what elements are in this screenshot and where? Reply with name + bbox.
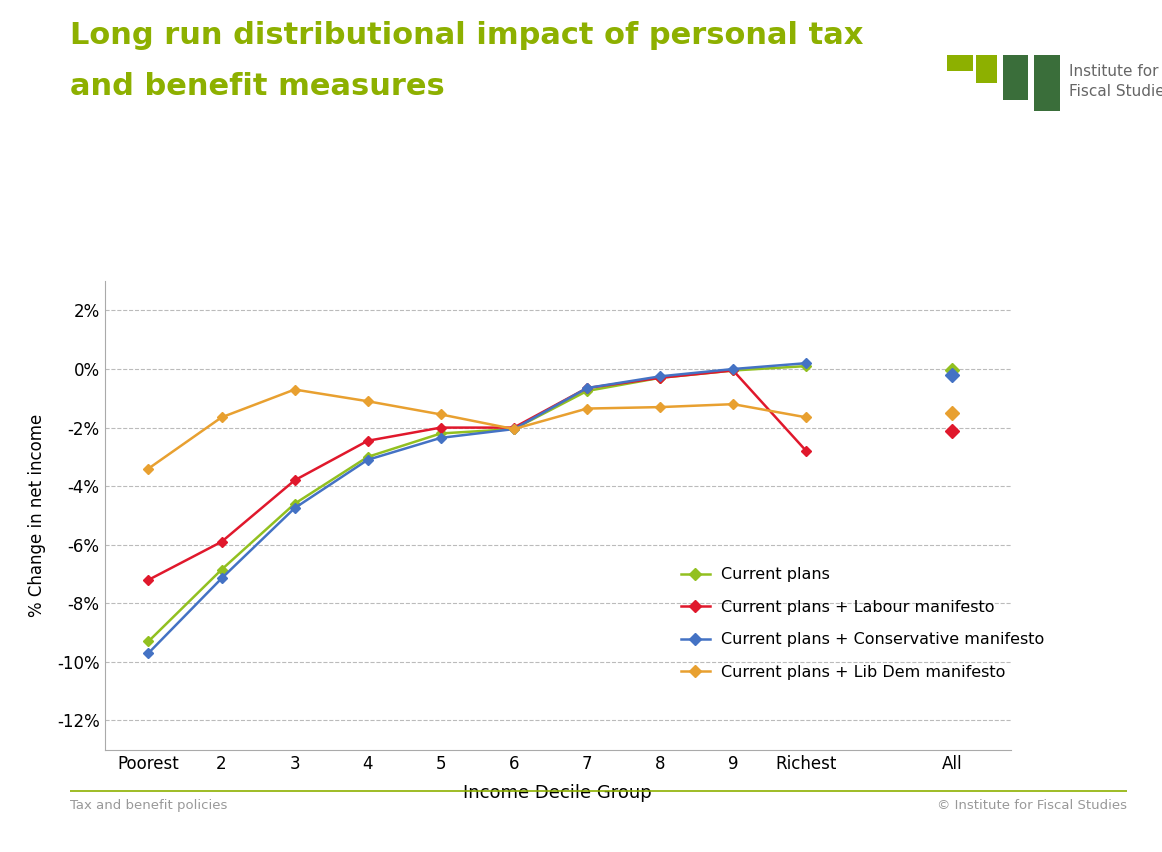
Current plans + Conservative manifesto [507,424,521,435]
Current plans + Labour manifesto [288,475,302,486]
Current plans + Lib Dem manifesto [799,412,813,423]
Current plans [142,636,156,647]
Current plans + Labour manifesto [580,383,594,393]
Current plans [580,386,594,396]
Current plans + Labour manifesto [360,435,374,446]
Current plans [799,361,813,371]
Current plans + Conservative manifesto [142,648,156,659]
Current plans [360,452,374,462]
X-axis label: Income Decile Group: Income Decile Group [464,784,652,802]
Current plans [653,372,667,383]
Current plans + Lib Dem manifesto [433,409,447,419]
Current plans + Conservative manifesto [360,455,374,465]
Current plans [507,424,521,435]
Current plans [433,429,447,439]
Y-axis label: % Change in net income: % Change in net income [28,414,45,617]
Current plans + Lib Dem manifesto [507,424,521,435]
Current plans + Lib Dem manifesto [215,412,229,423]
Current plans + Conservative manifesto [799,358,813,368]
Line: Current plans + Labour manifesto: Current plans + Labour manifesto [145,367,810,584]
Current plans + Labour manifesto [507,423,521,433]
Current plans + Conservative manifesto [726,364,740,374]
Current plans [288,498,302,509]
Current plans + Conservative manifesto [580,383,594,393]
Current plans + Lib Dem manifesto [142,463,156,474]
Current plans [215,565,229,575]
Current plans + Labour manifesto [726,366,740,376]
Current plans [726,366,740,376]
Current plans + Conservative manifesto [653,371,667,382]
Legend: Current plans, Current plans + Labour manifesto, Current plans + Conservative ma: Current plans, Current plans + Labour ma… [674,561,1050,687]
Line: Current plans + Lib Dem manifesto: Current plans + Lib Dem manifesto [145,386,810,472]
Current plans + Conservative manifesto [433,433,447,443]
Line: Current plans + Conservative manifesto: Current plans + Conservative manifesto [145,360,810,657]
Current plans + Labour manifesto [653,372,667,383]
Current plans + Conservative manifesto [215,573,229,584]
Current plans + Labour manifesto [215,537,229,547]
Current plans + Lib Dem manifesto [288,384,302,394]
Current plans + Labour manifesto [142,575,156,585]
Text: and benefit measures: and benefit measures [70,72,445,101]
Text: Institute for
Fiscal Studies: Institute for Fiscal Studies [1069,64,1162,99]
Current plans + Conservative manifesto [288,503,302,513]
Current plans + Labour manifesto [799,446,813,456]
Current plans + Lib Dem manifesto [726,399,740,409]
Current plans + Labour manifesto [433,423,447,433]
Text: Tax and benefit policies: Tax and benefit policies [70,799,227,812]
Text: © Institute for Fiscal Studies: © Institute for Fiscal Studies [937,799,1127,812]
Line: Current plans: Current plans [145,363,810,645]
Current plans + Lib Dem manifesto [360,396,374,406]
Text: Long run distributional impact of personal tax: Long run distributional impact of person… [70,21,863,50]
Current plans + Lib Dem manifesto [580,404,594,414]
Current plans + Lib Dem manifesto [653,402,667,412]
